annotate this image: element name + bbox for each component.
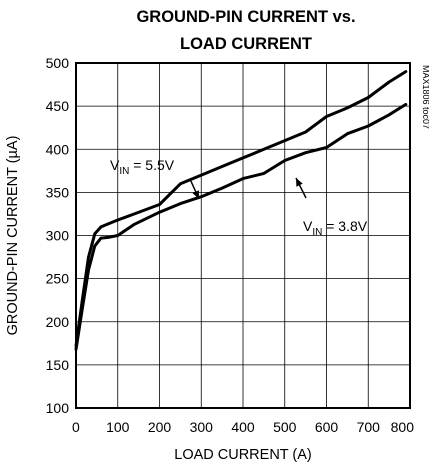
series-line-1 xyxy=(74,70,408,348)
x-tick-label: 400 xyxy=(231,419,255,435)
series-group xyxy=(74,70,408,351)
series-line-2 xyxy=(74,102,408,351)
x-tick-label: 200 xyxy=(148,419,172,435)
y-tick-label: 200 xyxy=(46,314,70,330)
x-tick-label: 500 xyxy=(273,419,297,435)
x-tick-label: 0 xyxy=(72,419,80,435)
y-tick-label: 350 xyxy=(46,184,70,200)
x-tick-label: 300 xyxy=(190,419,214,435)
y-tick-label: 150 xyxy=(46,357,70,373)
series-annotation-2: VIN = 3.8V xyxy=(303,218,368,238)
chart-title-line-1: GROUND-PIN CURRENT vs. xyxy=(136,8,355,26)
y-tick-label: 500 xyxy=(46,55,70,71)
x-axis-label: LOAD CURRENT (A) xyxy=(174,447,312,463)
y-tick-label: 300 xyxy=(46,228,70,244)
y-tick-label: 100 xyxy=(46,400,70,416)
grid xyxy=(75,62,411,409)
y-tick-label: 250 xyxy=(46,271,70,287)
figure-code: MAX1806 toc07 xyxy=(421,65,429,129)
plot-frame xyxy=(75,62,411,409)
y-axis-label: GROUND-PIN CURRENT (µA) xyxy=(5,136,21,336)
annotation-arrow-head xyxy=(296,178,303,187)
x-tick-label: 800 xyxy=(391,419,415,435)
annotations: VIN = 5.5V VIN = 3.8V xyxy=(110,157,368,238)
x-tick-label: 600 xyxy=(315,419,339,435)
y-tick-label: 450 xyxy=(46,98,70,114)
x-tick-label: 100 xyxy=(106,419,130,435)
x-tick-label: 700 xyxy=(357,419,381,435)
chart-title-line-2: LOAD CURRENT xyxy=(180,35,312,53)
x-tick-labels: 0 100 200 300 400 500 600 700 800 xyxy=(72,419,414,435)
y-tick-label: 400 xyxy=(46,141,70,157)
series-annotation-1: VIN = 5.5V xyxy=(110,157,175,177)
annotation-arrow-head xyxy=(192,190,199,199)
y-tick-labels: 100 150 200 250 300 350 400 450 500 xyxy=(46,55,70,416)
